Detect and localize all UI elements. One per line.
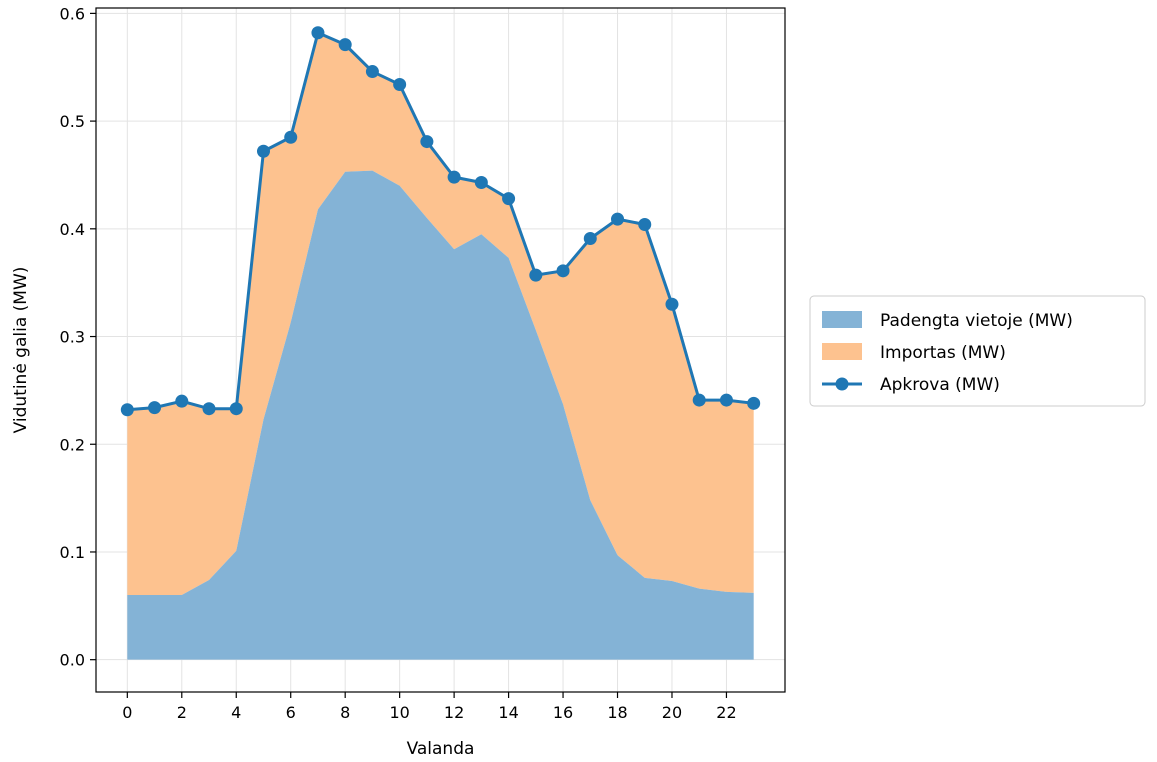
plot-frame xyxy=(95,7,786,693)
x-tick-label: 2 xyxy=(177,703,187,722)
x-tick-label: 18 xyxy=(607,703,627,722)
x-tick-label: 0 xyxy=(122,703,132,722)
point-apkrova xyxy=(556,264,570,278)
legend-swatch-importas xyxy=(822,343,862,360)
legend-label-importas: Importas (MW) xyxy=(880,343,1006,363)
point-apkrova xyxy=(365,65,379,79)
x-tick-label: 22 xyxy=(716,703,736,722)
point-apkrova xyxy=(148,401,162,415)
x-tick-label: 4 xyxy=(231,703,241,722)
point-apkrova xyxy=(256,144,270,158)
area-layer xyxy=(127,32,754,660)
point-apkrova xyxy=(393,77,407,91)
point-apkrova xyxy=(502,192,516,206)
legend-marker-apkrova xyxy=(835,377,849,391)
point-apkrova xyxy=(175,394,189,408)
legend-swatch-padengta xyxy=(822,311,862,328)
point-apkrova xyxy=(229,402,243,416)
point-apkrova xyxy=(611,212,625,226)
x-tick-label: 20 xyxy=(662,703,682,722)
point-apkrova xyxy=(529,268,543,282)
legend: Padengta vietoje (MW) Importas (MW) Apkr… xyxy=(809,295,1146,407)
x-tick-label: 14 xyxy=(498,703,518,722)
legend-label-padengta: Padengta vietoje (MW) xyxy=(880,311,1073,331)
point-apkrova xyxy=(719,393,733,407)
y-tick-label: 0.2 xyxy=(60,435,85,454)
point-apkrova xyxy=(338,38,352,52)
x-tick-label: 6 xyxy=(286,703,296,722)
area-padengta-vietoje xyxy=(127,170,754,660)
line-layer xyxy=(120,26,761,417)
x-tick-label: 12 xyxy=(444,703,464,722)
point-apkrova xyxy=(420,135,434,149)
legend-box xyxy=(809,295,1146,407)
x-tick-label: 16 xyxy=(553,703,573,722)
y-tick-label: 0.4 xyxy=(60,220,85,239)
legend-label-apkrova: Apkrova (MW) xyxy=(880,375,1000,395)
point-apkrova xyxy=(474,176,488,190)
y-tick-label: 0.0 xyxy=(60,651,85,670)
point-apkrova xyxy=(583,232,597,246)
area-importas xyxy=(127,32,754,596)
y-tick-label: 0.5 xyxy=(60,112,85,131)
x-tick-label: 8 xyxy=(340,703,350,722)
y-tick-label: 0.3 xyxy=(60,328,85,347)
point-apkrova xyxy=(311,26,325,40)
point-apkrova xyxy=(692,393,706,407)
point-apkrova xyxy=(120,403,134,417)
point-apkrova xyxy=(202,402,216,416)
y-axis-label: Vidutinė galia (MW) xyxy=(11,267,31,434)
y-tick-label: 0.1 xyxy=(60,543,85,562)
point-apkrova xyxy=(638,218,652,232)
point-apkrova xyxy=(665,297,679,311)
point-apkrova xyxy=(447,170,461,184)
x-tick-label: 10 xyxy=(389,703,409,722)
y-tick-label: 0.6 xyxy=(60,4,85,23)
axis-layer: 0 2 4 6 8 10 12 14 16 18 20 22 0.0 0.1 0.2 0.3 0.4 0.5 0.6 xyxy=(60,4,786,722)
point-apkrova xyxy=(747,396,761,410)
x-axis-label: Valanda xyxy=(407,739,475,759)
point-apkrova xyxy=(284,130,298,144)
